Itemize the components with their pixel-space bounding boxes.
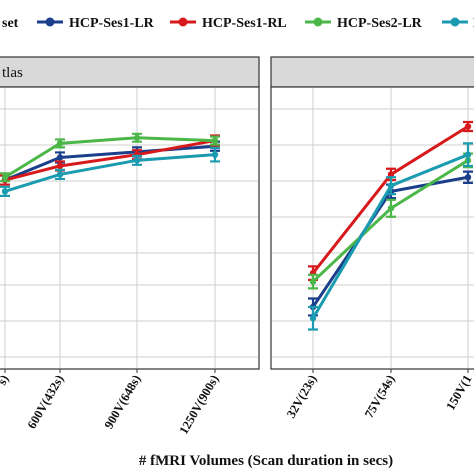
data-point-hcp-ses2-rl (133, 157, 141, 164)
x-tick-label: 1250V(900s) (176, 373, 221, 437)
legend-key-marker-hcp-ses1-lr (45, 17, 55, 27)
data-point-hcp-ses2-lr (309, 278, 317, 285)
panel-left-strip-label: tlas (2, 65, 23, 81)
x-tick-label: 150V(1 (443, 373, 474, 413)
panel-left-x-ticks: s) 600V(432s) 900V(648s) 1250V(900s) (0, 369, 222, 437)
panel-right-plot-area (270, 86, 474, 370)
x-tick-label: 900V(648s) (102, 373, 144, 432)
legend-label-hcp-ses1-lr: HCP-Ses1-LR (69, 16, 155, 31)
panel-left-gridlines (0, 88, 258, 368)
data-point-hcp-ses2-lr (1, 174, 9, 181)
x-axis-label: # fMRI Volumes (Scan duration in secs) (139, 453, 393, 469)
data-point-hcp-ses1-rl (56, 162, 64, 170)
panel-left-plot-area (0, 86, 260, 370)
panel-right-x-ticks: 32V(23s) 75V(54s) 150V(1 (284, 369, 474, 420)
data-point-hcp-ses2-rl (387, 182, 395, 189)
x-tick-label: s) (0, 373, 12, 388)
panel-right: 32V(23s) 75V(54s) 150V(1 (270, 56, 474, 420)
panel-left-series (0, 132, 220, 197)
data-point-hcp-ses2-rl (56, 171, 64, 178)
panel-left-strip (0, 56, 260, 88)
legend-entry-hcp-ses1-rl: HCP-Ses1-RL (170, 16, 287, 31)
legend-key-marker-hcp-ses1-rl (178, 17, 188, 27)
panel-right-series (308, 120, 473, 331)
data-point-hcp-ses2-lr (387, 205, 395, 212)
panel-right-strip (270, 56, 474, 88)
data-point-hcp-ses2-lr (211, 137, 219, 144)
legend-label-hcp-ses2-lr: HCP-Ses2-LR (337, 16, 423, 31)
legend-entry-hcp-ses2-rl: H (442, 16, 474, 31)
legend: set HCP-Ses1-LR HCP-Ses1-RL HCP-Ses2-LR … (2, 16, 474, 31)
data-point-hcp-ses2-rl (309, 315, 317, 322)
legend-entry-hcp-ses2-lr: HCP-Ses2-LR (305, 16, 423, 31)
legend-entry-hcp-ses1-lr: HCP-Ses1-LR (37, 16, 155, 31)
legend-key-marker-hcp-ses2-rl (450, 17, 460, 27)
legend-label-hcp-ses1-rl: HCP-Ses1-RL (202, 16, 287, 31)
panel-left: tlas s) 600V(432s) 900V(648s) 1250V(900s) (0, 56, 260, 437)
data-point-hcp-ses1-lr (464, 174, 472, 181)
data-point-hcp-ses2-lr (133, 134, 141, 141)
data-point-hcp-ses1-lr (56, 154, 64, 161)
series-line-hcp-ses1-rl (4, 139, 216, 182)
data-point-hcp-ses2-rl (1, 188, 9, 195)
x-tick-label: 75V(54s) (362, 373, 398, 421)
data-point-hcp-ses1-rl (387, 171, 395, 178)
series-line-hcp-ses2-rl (4, 153, 216, 193)
x-tick-label: 32V(23s) (284, 373, 320, 421)
series-line-hcp-ses2-lr (4, 136, 216, 179)
data-point-hcp-ses2-lr (56, 140, 64, 147)
legend-title: set (2, 16, 19, 31)
data-point-hcp-ses1-rl (464, 123, 472, 130)
data-point-hcp-ses2-rl (211, 151, 219, 158)
x-tick-label: 600V(432s) (25, 373, 67, 432)
panel-right-gridlines (272, 88, 474, 368)
data-point-hcp-ses2-rl (464, 151, 472, 158)
legend-key-marker-hcp-ses2-lr (313, 17, 323, 27)
